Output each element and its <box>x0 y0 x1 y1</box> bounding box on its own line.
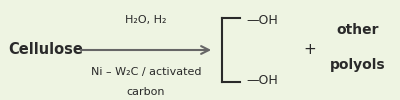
Text: Cellulose: Cellulose <box>8 42 83 58</box>
Text: —OH: —OH <box>246 74 278 86</box>
Text: carbon: carbon <box>127 87 165 97</box>
Text: other: other <box>337 23 379 37</box>
Text: +: + <box>304 42 316 58</box>
Text: —OH: —OH <box>246 14 278 26</box>
Text: polyols: polyols <box>330 58 386 72</box>
Text: Ni – W₂C / activated: Ni – W₂C / activated <box>91 67 201 77</box>
Text: H₂O, H₂: H₂O, H₂ <box>125 15 167 25</box>
